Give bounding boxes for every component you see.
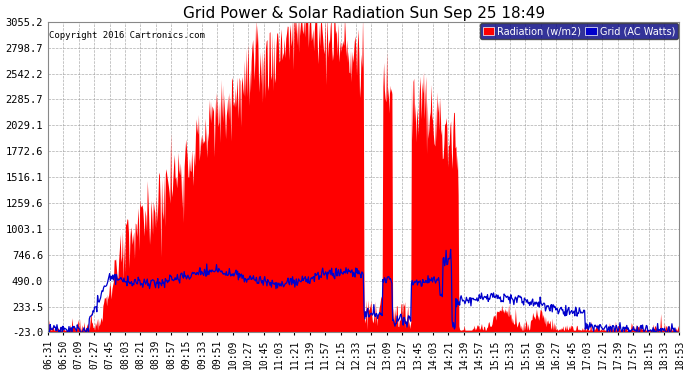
Text: Copyright 2016 Cartronics.com: Copyright 2016 Cartronics.com [49,31,205,40]
Title: Grid Power & Solar Radiation Sun Sep 25 18:49: Grid Power & Solar Radiation Sun Sep 25 … [183,6,544,21]
Legend: Radiation (w/m2), Grid (AC Watts): Radiation (w/m2), Grid (AC Watts) [480,23,678,39]
